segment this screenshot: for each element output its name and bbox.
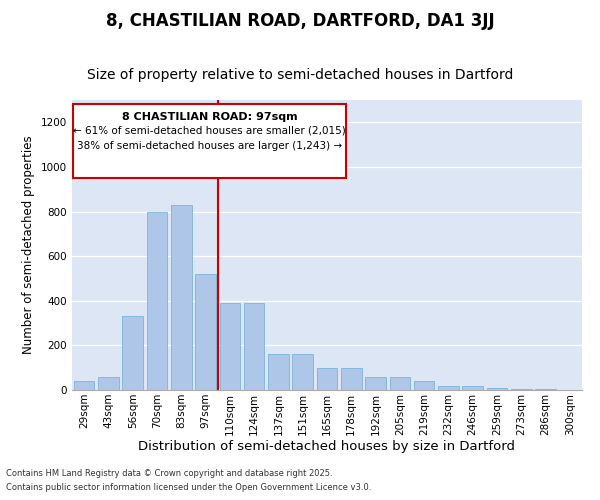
Bar bbox=[98, 376, 119, 390]
Text: Contains HM Land Registry data © Crown copyright and database right 2025.: Contains HM Land Registry data © Crown c… bbox=[6, 468, 332, 477]
Bar bbox=[511, 389, 532, 390]
Y-axis label: Number of semi-detached properties: Number of semi-detached properties bbox=[22, 136, 35, 354]
Bar bbox=[146, 212, 167, 390]
Bar bbox=[438, 386, 459, 390]
Bar bbox=[292, 354, 313, 390]
Text: 38% of semi-detached houses are larger (1,243) →: 38% of semi-detached houses are larger (… bbox=[77, 142, 343, 152]
Bar bbox=[365, 376, 386, 390]
Bar bbox=[122, 316, 143, 390]
Text: 8 CHASTILIAN ROAD: 97sqm: 8 CHASTILIAN ROAD: 97sqm bbox=[122, 112, 298, 122]
X-axis label: Distribution of semi-detached houses by size in Dartford: Distribution of semi-detached houses by … bbox=[139, 440, 515, 454]
Bar bbox=[74, 381, 94, 390]
Text: ← 61% of semi-detached houses are smaller (2,015): ← 61% of semi-detached houses are smalle… bbox=[73, 126, 346, 136]
Bar bbox=[73, 104, 346, 178]
Bar bbox=[220, 303, 240, 390]
Bar bbox=[268, 354, 289, 390]
Bar bbox=[341, 368, 362, 390]
Text: Size of property relative to semi-detached houses in Dartford: Size of property relative to semi-detach… bbox=[87, 68, 513, 82]
Bar bbox=[414, 381, 434, 390]
Bar bbox=[317, 368, 337, 390]
Text: Contains public sector information licensed under the Open Government Licence v3: Contains public sector information licen… bbox=[6, 484, 371, 492]
Bar bbox=[463, 386, 483, 390]
Bar bbox=[244, 303, 265, 390]
Bar bbox=[195, 274, 216, 390]
Bar bbox=[487, 388, 508, 390]
Bar bbox=[171, 205, 191, 390]
Bar bbox=[389, 376, 410, 390]
Bar bbox=[535, 389, 556, 390]
Text: 8, CHASTILIAN ROAD, DARTFORD, DA1 3JJ: 8, CHASTILIAN ROAD, DARTFORD, DA1 3JJ bbox=[106, 12, 494, 30]
